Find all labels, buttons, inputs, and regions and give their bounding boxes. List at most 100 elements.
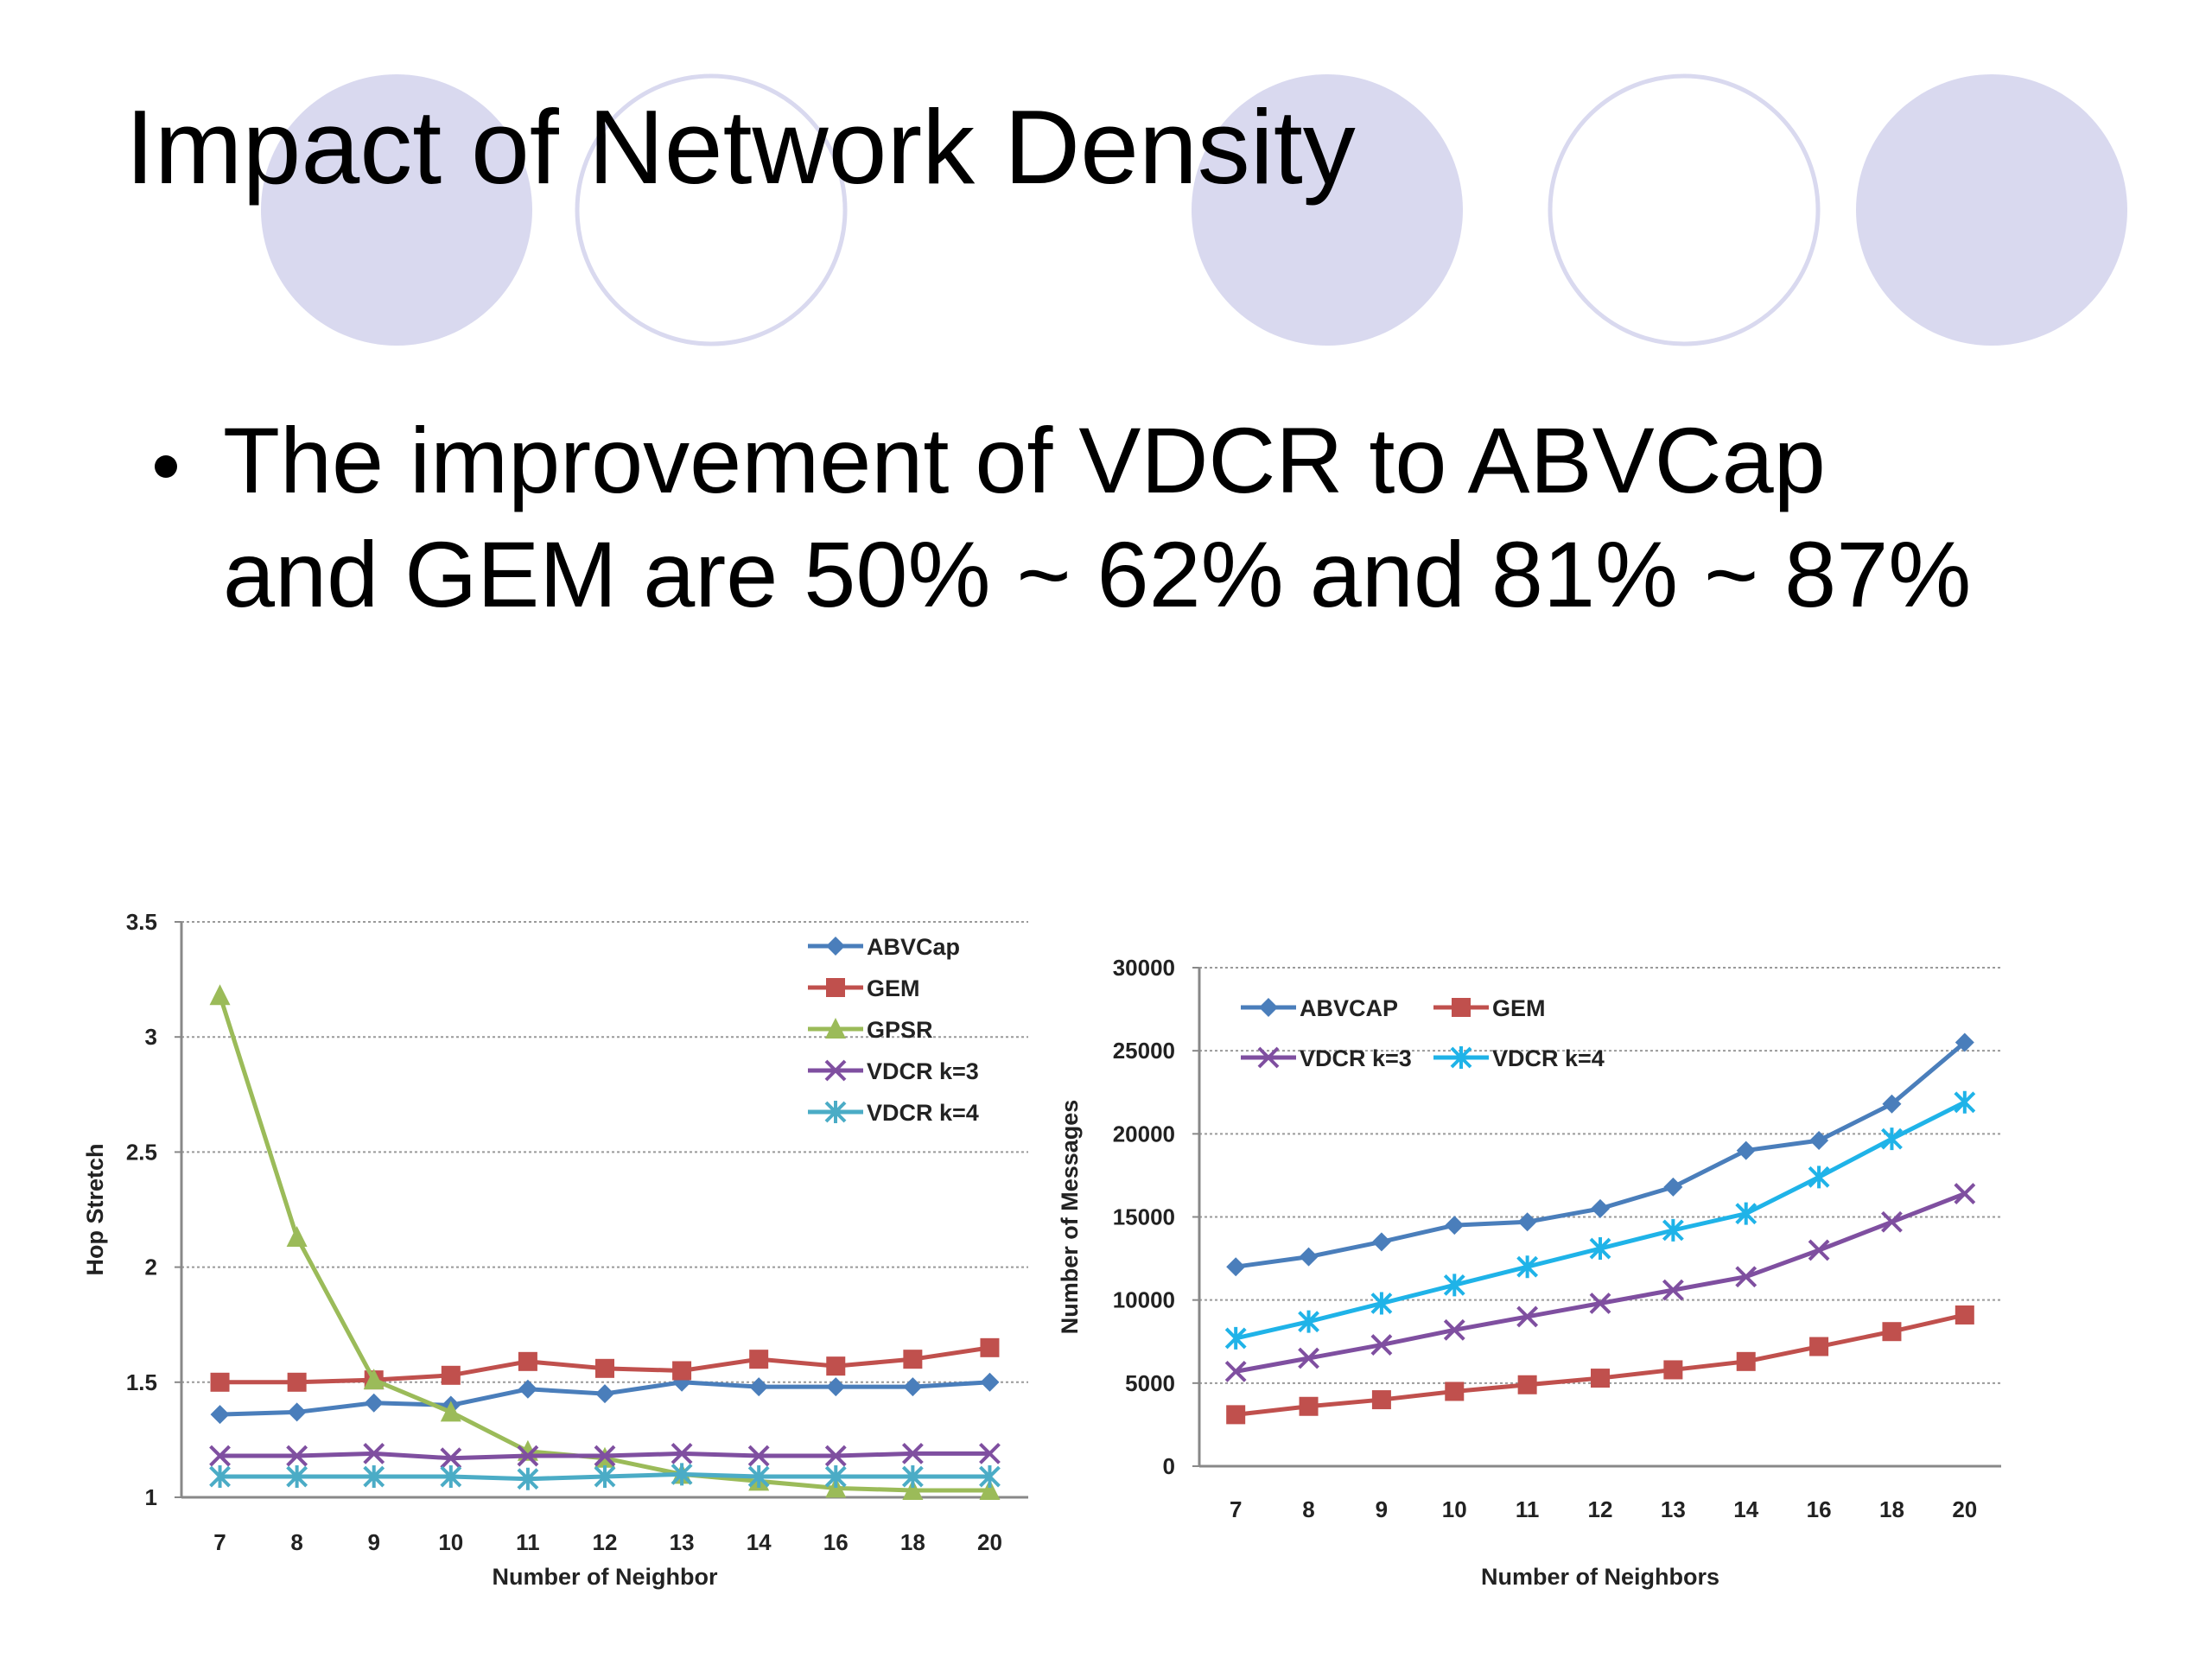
marker (595, 1384, 614, 1404)
decor-circles (261, 73, 2127, 346)
x-tick-label: 11 (516, 1529, 540, 1555)
marker (1735, 1266, 1758, 1288)
marker (286, 1445, 308, 1467)
legend-item: VDCR k=4 (808, 1100, 979, 1126)
marker (902, 1479, 924, 1501)
legend-item: VDCR k=4 (1433, 1045, 1605, 1071)
legend-item: VDCR k=3 (808, 1058, 979, 1084)
marker (1955, 1305, 1974, 1324)
marker (1881, 1128, 1903, 1151)
x-tick-label: 20 (1952, 1496, 1977, 1522)
marker (1809, 1337, 1829, 1356)
marker (209, 1465, 231, 1489)
marker (440, 1465, 462, 1489)
marker (363, 1442, 385, 1464)
marker (1663, 1177, 1683, 1197)
marker (287, 1402, 307, 1422)
marker (979, 1465, 1001, 1489)
marker (747, 1465, 770, 1489)
series-line (1235, 1312, 1966, 1417)
x-tick-label: 9 (367, 1529, 379, 1555)
x-tick-label: 7 (1230, 1496, 1242, 1522)
marker (979, 1442, 1001, 1464)
y-tick-label: 5000 (1125, 1370, 1175, 1396)
marker (1736, 1351, 1756, 1371)
legend-item: ABVCAP (1241, 995, 1398, 1021)
marker (209, 1445, 231, 1467)
marker (1226, 1257, 1246, 1277)
legend-label: GEM (867, 975, 920, 1001)
marker (363, 1465, 385, 1489)
marker (1663, 1360, 1683, 1380)
legend-label: GEM (1492, 995, 1546, 1021)
marker (1516, 1305, 1539, 1328)
marker (1299, 1396, 1319, 1416)
y-tick-label: 30000 (1113, 955, 1175, 981)
marker (440, 1447, 462, 1470)
series-line (1235, 1040, 1967, 1269)
y-axis-label: Number of Messages (1057, 1100, 1083, 1335)
legend-marker (1450, 1046, 1472, 1069)
x-tick-label: 18 (900, 1529, 925, 1555)
marker (209, 984, 231, 1006)
circle (1192, 74, 1463, 346)
marker (517, 1445, 539, 1467)
marker (1589, 1237, 1611, 1261)
legend-marker (1452, 998, 1471, 1017)
marker (364, 1393, 384, 1413)
y-tick-label: 2.5 (126, 1139, 157, 1165)
marker (1882, 1094, 1902, 1114)
legend-label: VDCR k=4 (867, 1100, 979, 1126)
circle (1856, 74, 2127, 346)
marker (901, 1465, 924, 1489)
legend-item: GPSR (808, 1017, 933, 1043)
y-tick-label: 1 (145, 1484, 157, 1510)
circle (261, 74, 532, 346)
marker (1443, 1318, 1465, 1341)
x-tick-label: 8 (1302, 1496, 1314, 1522)
marker (363, 1369, 385, 1390)
marker (1370, 1334, 1393, 1356)
x-tick-label: 12 (1588, 1496, 1613, 1522)
y-tick-label: 15000 (1113, 1204, 1175, 1230)
marker (1298, 1310, 1319, 1333)
marker (1662, 1218, 1684, 1242)
marker (747, 1445, 770, 1467)
marker (1809, 1131, 1829, 1151)
marker (1808, 1166, 1830, 1189)
marker (903, 1350, 923, 1369)
marker (286, 1465, 308, 1489)
legend-label: VDCR k=3 (1300, 1045, 1412, 1071)
marker (1589, 1293, 1611, 1314)
series-line (1235, 1191, 1966, 1374)
marker (749, 1350, 769, 1369)
x-tick-label: 14 (1733, 1496, 1758, 1522)
x-tick-label: 9 (1376, 1496, 1388, 1522)
bullet-dot (155, 455, 177, 478)
marker (1955, 1032, 1974, 1052)
y-tick-label: 2 (145, 1255, 157, 1280)
marker (517, 1467, 539, 1490)
marker (980, 1337, 1000, 1357)
marker (1224, 1360, 1247, 1382)
marker (210, 1405, 230, 1425)
legend-label: GPSR (867, 1017, 933, 1043)
marker (671, 1463, 693, 1486)
marker (1445, 1216, 1465, 1236)
marker (1224, 1326, 1247, 1350)
marker (1517, 1375, 1537, 1394)
legend-item: VDCR k=3 (1241, 1045, 1412, 1071)
x-tick-label: 8 (290, 1529, 302, 1555)
marker (210, 1372, 230, 1392)
marker (1443, 1274, 1465, 1297)
marker (1371, 1232, 1391, 1252)
y-tick-label: 25000 (1113, 1038, 1175, 1064)
marker (1954, 1090, 1976, 1114)
legend-item: GEM (1433, 995, 1546, 1021)
y-tick-label: 3 (145, 1024, 157, 1050)
marker (671, 1442, 693, 1464)
marker (1735, 1202, 1758, 1225)
marker (979, 1479, 1001, 1501)
marker (594, 1465, 616, 1489)
